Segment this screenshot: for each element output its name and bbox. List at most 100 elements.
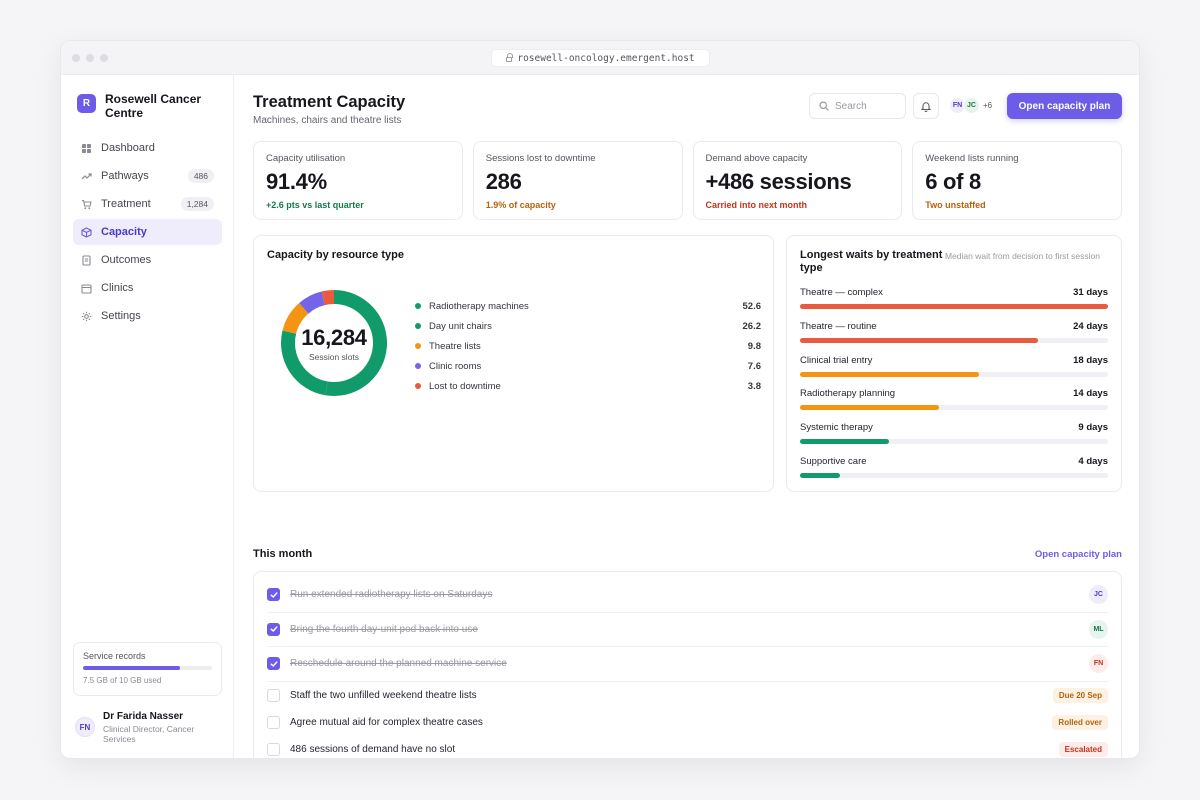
task-checkbox[interactable]	[267, 715, 280, 729]
calendar-icon	[81, 283, 92, 294]
wait-name: Theatre — routine	[800, 320, 877, 332]
kpi-label: Demand above capacity	[705, 153, 808, 164]
window-close-dot[interactable]	[72, 54, 80, 62]
sidebar-item-label: Settings	[101, 310, 141, 322]
legend-item[interactable]: Day unit chairs 26.2	[415, 316, 761, 336]
legend-label: Lost to downtime	[429, 380, 501, 392]
kpi-label: Capacity utilisation	[266, 153, 346, 164]
task-row: Agree mutual aid for complex theatre cas…	[267, 709, 1108, 736]
kpi-delta: Carried into next month	[705, 200, 808, 210]
legend-swatch	[415, 363, 421, 369]
donut-title: Capacity by resource type	[267, 249, 404, 261]
trend-icon	[81, 171, 92, 182]
wait-name: Systemic therapy	[800, 422, 873, 434]
wait-row-header: Supportive care 4 days	[800, 456, 1108, 467]
task-checkbox[interactable]	[267, 742, 280, 756]
wait-bar-track	[800, 337, 1108, 343]
donut-slice-day-unit-chairs[interactable]	[281, 330, 328, 396]
notifications-button[interactable]	[913, 93, 939, 119]
sidebar-item-treatment[interactable]: Treatment 1,284	[73, 191, 222, 217]
donut-chart: 16,284 Session slots	[280, 289, 388, 397]
window-maximize-dot[interactable]	[100, 54, 108, 62]
task-checkbox[interactable]	[267, 588, 280, 602]
lock-icon	[506, 52, 514, 62]
legend-swatch	[415, 343, 421, 349]
wait-value: 18 days	[1073, 354, 1108, 366]
legend-item[interactable]: Radiotherapy machines 52.6	[415, 296, 761, 316]
search-icon	[819, 101, 829, 111]
task-assignee-avatar: FN	[1089, 654, 1108, 674]
brand[interactable]: R Rosewell Cancer Centre	[77, 92, 215, 120]
document-icon	[81, 254, 92, 266]
donut-slice-clinic-rooms[interactable]	[299, 291, 326, 314]
browser-chrome: rosewell-oncology.emergent.host	[61, 41, 1139, 75]
legend-item[interactable]: Lost to downtime 3.8	[415, 376, 761, 396]
task-status-badge: Due 20 Sep	[1052, 687, 1108, 703]
address-bar[interactable]: rosewell-oncology.emergent.host	[491, 49, 710, 67]
sidebar-item-pathways[interactable]: Pathways 486	[73, 163, 222, 189]
kpi-value: 6 of 8	[925, 169, 981, 194]
sidebar-item-capacity[interactable]: Capacity	[73, 219, 222, 245]
window-minimize-dot[interactable]	[86, 54, 94, 62]
sidebar-item-label: Pathways	[101, 170, 149, 182]
wait-row: Radiotherapy planning 14 days	[800, 388, 1108, 422]
sidebar-nav: Dashboard Pathways 486 Treatment 1,284 Capaci…	[73, 135, 222, 331]
task-checkbox[interactable]	[267, 688, 280, 702]
main-content: Treatment Capacity Machines, chairs and …	[234, 75, 1139, 758]
wait-bar-fill	[800, 304, 1108, 309]
wait-bar-track	[800, 371, 1108, 377]
task-row: Reschedule around the planned machine se…	[267, 647, 1108, 682]
legend-item[interactable]: Theatre lists 9.8	[415, 336, 761, 356]
wait-bar-track	[800, 439, 1108, 445]
wait-row-header: Clinical trial entry 18 days	[800, 355, 1108, 366]
task-assignee-avatar: JC	[1089, 585, 1108, 605]
legend-label: Clinic rooms	[429, 360, 482, 372]
kpi-card: Sessions lost to downtime 286 1.9% of capa…	[472, 141, 683, 220]
open-capacity-plan-link[interactable]: Open capacity plan	[1034, 549, 1122, 560]
donut-caption: Session slots	[308, 351, 360, 362]
team-avatar: JC	[963, 97, 980, 114]
donut-slice-lost-to-downtime[interactable]	[321, 290, 335, 306]
wait-row: Theatre — complex 31 days	[800, 287, 1108, 321]
kpi-value: 91.4%	[266, 169, 327, 194]
task-checkbox[interactable]	[267, 622, 280, 636]
check-icon	[270, 661, 278, 667]
open-capacity-plan-button[interactable]: Open capacity plan	[1007, 93, 1122, 119]
wait-value: 24 days	[1073, 320, 1108, 332]
team-avatars[interactable]: FN JC +6	[949, 97, 992, 114]
task-text: Run extended radiotherapy lists on Satur…	[290, 589, 493, 601]
kpi-label: Sessions lost to downtime	[485, 153, 596, 164]
search-input[interactable]: Search	[809, 93, 906, 119]
sidebar-item-settings[interactable]: Settings	[73, 303, 222, 329]
cart-icon	[81, 199, 92, 210]
task-text: Reschedule around the planned machine se…	[290, 658, 507, 670]
task-row: Bring the fourth day-unit pod back into …	[267, 613, 1108, 647]
wait-bar-track	[800, 472, 1108, 478]
wait-name: Radiotherapy planning	[800, 388, 896, 400]
sidebar-item-clinics[interactable]: Clinics	[73, 275, 222, 301]
legend-value: 7.6	[747, 360, 761, 372]
page-subtitle: Machines, chairs and theatre lists	[253, 115, 402, 126]
user-profile[interactable]: FN Dr Farida Nasser Clinical Director, C…	[75, 711, 213, 744]
kpi-card: Weekend lists running 6 of 8 Two unstaffed	[912, 141, 1122, 220]
task-checkbox[interactable]	[267, 657, 280, 671]
check-icon	[270, 626, 278, 632]
task-status-badge: Escalated	[1058, 741, 1108, 757]
sidebar-item-dashboard[interactable]: Dashboard	[73, 135, 222, 161]
task-row: Staff the two unfilled weekend theatre l…	[267, 682, 1108, 709]
waits-list: Theatre — complex 31 days Theatre — routin…	[800, 287, 1108, 490]
donut-slice-theatre-lists[interactable]	[282, 303, 309, 335]
address-text: rosewell-oncology.emergent.host	[517, 52, 695, 64]
tasks-section-title: This month	[253, 548, 313, 560]
user-name: Dr Farida Nasser	[103, 711, 184, 722]
sidebar-item-outcomes[interactable]: Outcomes	[73, 247, 222, 273]
donut-legend: Radiotherapy machines 52.6 Day unit chairs…	[415, 296, 761, 396]
kpi-label: Weekend lists running	[925, 153, 1019, 164]
storage-card: Service records 7.5 GB of 10 GB used	[73, 642, 222, 696]
task-text: Bring the fourth day-unit pod back into …	[290, 623, 478, 635]
wait-row: Theatre — routine 24 days	[800, 321, 1108, 355]
storage-title: Service records	[83, 651, 146, 661]
legend-item[interactable]: Clinic rooms 7.6	[415, 356, 761, 376]
donut-slice-radiotherapy-machines[interactable]	[325, 290, 387, 396]
bell-icon	[921, 101, 931, 112]
